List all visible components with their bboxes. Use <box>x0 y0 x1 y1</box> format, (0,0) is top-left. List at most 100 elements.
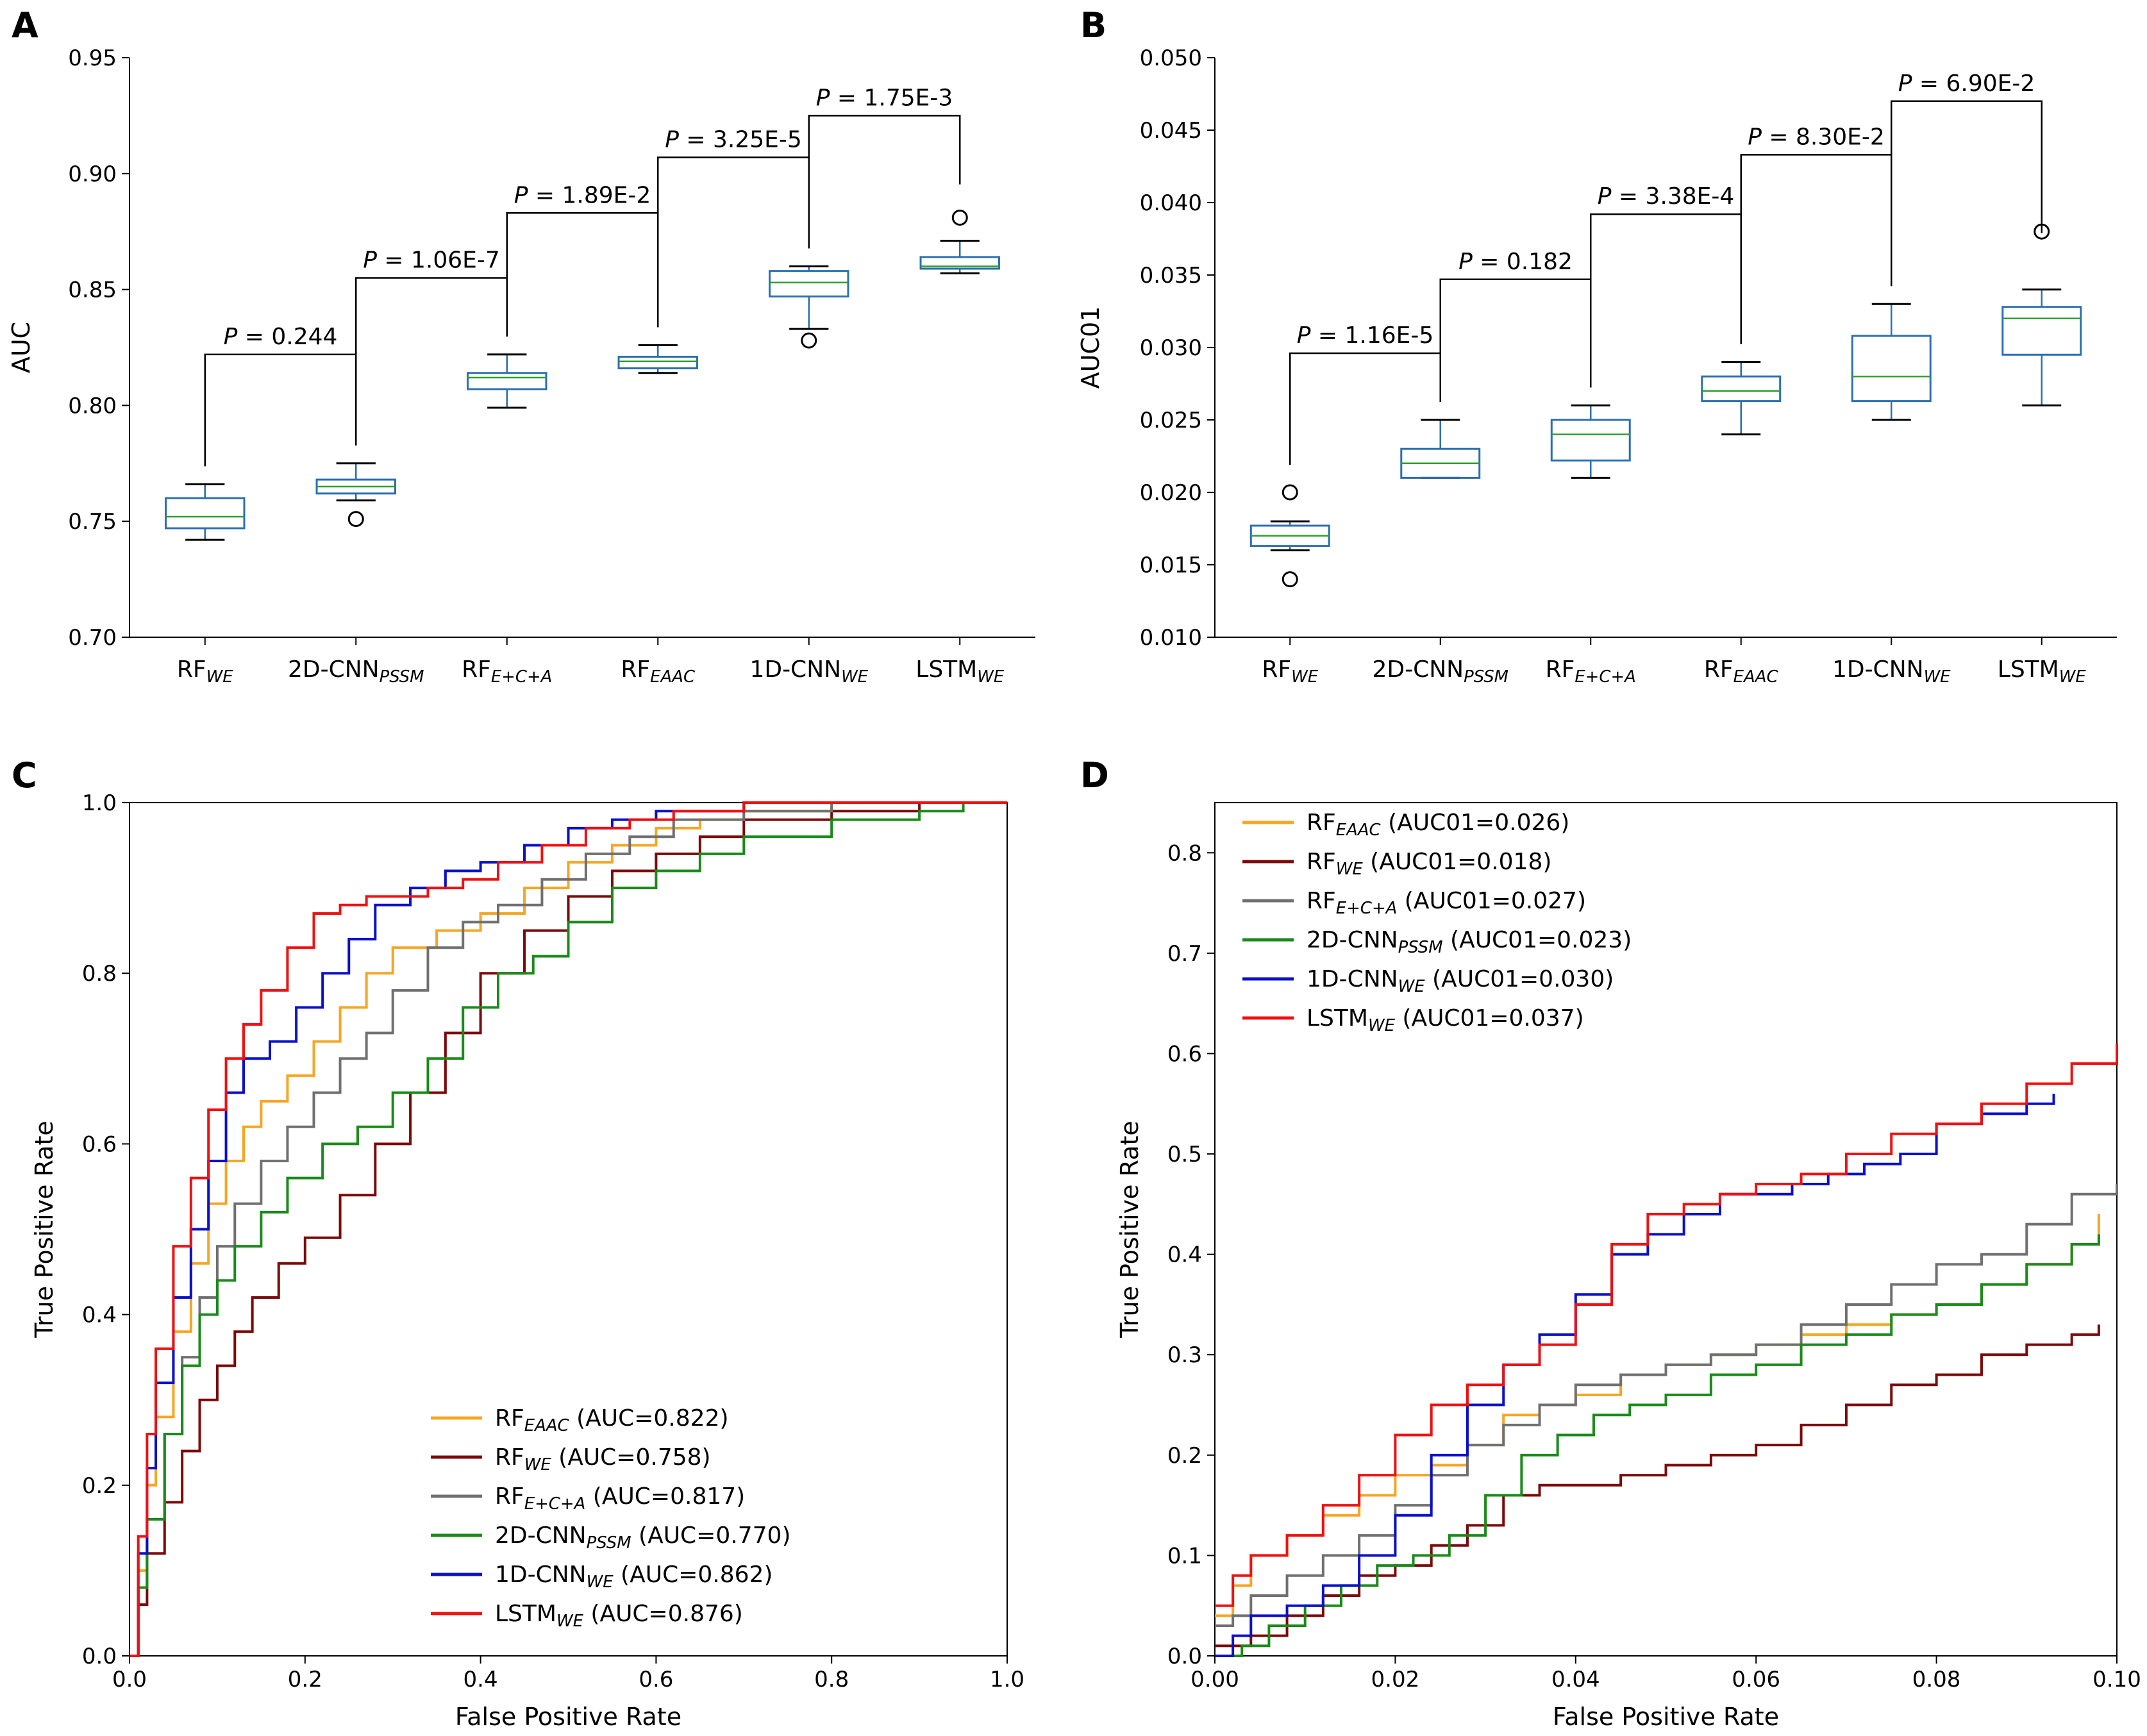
outlier-point <box>347 511 364 528</box>
p-value-label: P = 1.16E-5 <box>1297 322 1434 349</box>
roc-curve <box>1215 1324 2100 1648</box>
box <box>1550 419 1631 462</box>
p-value-label: P = 0.244 <box>224 324 338 350</box>
x-tick-label: 0.0 <box>112 1667 147 1692</box>
panel-letter-d: D <box>1080 755 1109 796</box>
p-value-label: P = 6.90E-2 <box>1898 71 2035 97</box>
box <box>1701 375 1782 403</box>
panel-d-roc-partial: 0.00 0.02 0.04 0.06 0.08 0.10 0.0 0.1 0.2 0.3 0.4 0… <box>1115 802 2141 1731</box>
legend-label: 2D-CNNPSSM (AUC=0.770) <box>495 1523 790 1553</box>
outlier-point <box>801 332 817 349</box>
panel-letter-c: C <box>12 755 37 796</box>
significance-bracket <box>355 277 508 446</box>
panel-c-roc-full: 0.0 0.2 0.4 0.6 0.8 1.0 0.0 0.2 0.4 0.6 0.8 1.0 Fals… <box>30 790 1024 1731</box>
y-tick-label: 0.80 <box>68 393 117 419</box>
x-tick-label: 0.02 <box>1371 1667 1420 1692</box>
legend-label: 2D-CNNPSSM (AUC01=0.023) <box>1307 927 1632 957</box>
category-label: 2D-CNNPSSM <box>1372 656 1508 687</box>
outlier-point <box>1282 484 1298 501</box>
x-axis-label: False Positive Rate <box>1553 1703 1779 1731</box>
y-tick-label: 0.0 <box>1167 1644 1202 1669</box>
category-label: RFEAAC <box>621 656 695 687</box>
legend-label: LSTMWE (AUC01=0.037) <box>1307 1005 1584 1035</box>
y-tick-label: 1.0 <box>82 790 117 816</box>
x-tick-label: 1.0 <box>990 1667 1024 1692</box>
legend-label: 1D-CNNWE (AUC=0.862) <box>495 1562 773 1592</box>
category-label: RFE+C+A <box>1546 656 1636 687</box>
y-tick-label: 0.85 <box>68 278 117 303</box>
y-axis-label: AUC <box>7 322 35 373</box>
legend-label: RFE+C+A (AUC01=0.027) <box>1307 888 1586 918</box>
x-tick-label: 0.10 <box>2093 1667 2141 1692</box>
p-value-label: P = 8.30E-2 <box>1748 124 1885 150</box>
plot-frame <box>129 802 1008 1657</box>
legend-label: LSTMWE (AUC=0.876) <box>495 1601 743 1631</box>
panel-a-boxplot: 0.70 0.75 0.80 0.85 0.90 0.95 AUC RFWE 2D-CNNPSS… <box>7 46 1035 687</box>
legend-label: 1D-CNNWE (AUC01=0.030) <box>1307 966 1614 996</box>
y-tick-label: 0.020 <box>1140 480 1202 506</box>
significance-bracket <box>1740 154 1892 344</box>
plot-frame <box>1214 802 2118 1657</box>
roc-curve <box>1215 1184 2118 1628</box>
y-tick-label: 0.045 <box>1140 118 1202 144</box>
y-tick-label: 0.0 <box>82 1644 117 1669</box>
box <box>2001 306 2082 356</box>
roc-curve <box>129 801 1007 1657</box>
y-tick-label: 0.90 <box>68 162 117 187</box>
x-tick-label: 0.06 <box>1732 1667 1780 1692</box>
category-label: RFE+C+A <box>462 656 552 687</box>
x-tick-label: 0.08 <box>1912 1667 1961 1692</box>
y-tick-label: 0.70 <box>68 625 117 651</box>
x-tick-label: 0.8 <box>814 1667 849 1692</box>
legend-label: RFEAAC (AUC=0.822) <box>495 1405 729 1435</box>
y-tick-label: 0.4 <box>1167 1242 1202 1268</box>
roc-curve <box>129 801 1007 1657</box>
roc-curve <box>129 801 1007 1657</box>
category-label: RFWE <box>1262 656 1318 687</box>
y-tick-label: 0.3 <box>1167 1342 1202 1368</box>
box <box>467 372 547 390</box>
y-tick-label: 0.010 <box>1140 625 1202 651</box>
outlier-point <box>951 210 968 226</box>
y-tick-label: 0.050 <box>1140 46 1202 71</box>
box <box>769 270 849 297</box>
significance-bracket <box>1590 213 1742 388</box>
box <box>165 497 246 530</box>
roc-curve <box>1215 1234 2100 1657</box>
y-tick-label: 0.5 <box>1167 1142 1202 1167</box>
category-label: 1D-CNNWE <box>749 656 868 687</box>
panel-letter-a: A <box>12 5 38 46</box>
x-tick-label: 0.4 <box>464 1667 498 1692</box>
x-tick-label: 0.2 <box>288 1667 322 1692</box>
significance-bracket <box>204 353 357 467</box>
significance-bracket <box>1439 278 1592 402</box>
legend-label: RFWE (AUC01=0.018) <box>1307 849 1551 879</box>
box <box>617 355 698 370</box>
y-tick-label: 0.015 <box>1140 553 1202 578</box>
y-tick-label: 0.4 <box>82 1303 117 1328</box>
roc-curve <box>129 801 1007 1657</box>
panel-letter-b: B <box>1080 5 1107 46</box>
y-tick-label: 0.6 <box>82 1131 117 1157</box>
y-tick-label: 0.6 <box>1167 1041 1202 1067</box>
x-tick-label: 0.00 <box>1190 1667 1239 1692</box>
y-tick-label: 0.040 <box>1140 190 1202 216</box>
box <box>1851 335 1932 403</box>
y-tick-label: 0.75 <box>68 509 117 535</box>
outlier-point <box>1282 571 1298 588</box>
x-tick-label: 0.04 <box>1551 1667 1600 1692</box>
y-tick-label: 0.8 <box>82 961 117 987</box>
significance-bracket <box>506 212 659 337</box>
y-tick-label: 0.1 <box>1167 1543 1202 1569</box>
roc-curve <box>1215 1043 2118 1607</box>
y-tick-label: 0.030 <box>1140 335 1202 361</box>
significance-bracket <box>657 156 810 328</box>
category-label: LSTMWE <box>915 656 1005 687</box>
p-value-label: P = 3.25E-5 <box>665 126 802 153</box>
panel-b-boxplot: 0.010 0.015 0.020 0.025 0.030 0.035 0.040 0.045… <box>1076 46 2117 687</box>
x-tick-label: 0.6 <box>639 1667 673 1692</box>
y-tick-label: 0.2 <box>82 1473 117 1499</box>
p-value-label: P = 3.38E-4 <box>1598 183 1735 210</box>
y-axis-label: True Positive Rate <box>30 1121 58 1339</box>
